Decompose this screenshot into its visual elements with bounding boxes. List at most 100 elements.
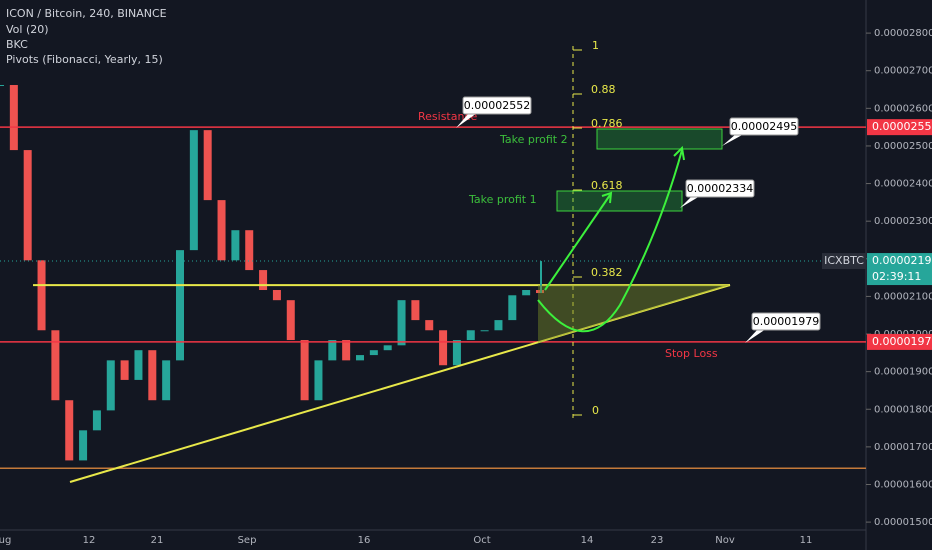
candle (148, 350, 157, 401)
candle (480, 330, 489, 332)
x-tick-label: Oct (473, 535, 490, 546)
tp1-box (556, 190, 683, 212)
callout-box (685, 179, 755, 198)
header-line: BKC (6, 38, 28, 51)
candle (397, 300, 406, 346)
fib-label: 0.382 (591, 266, 623, 279)
candle (425, 320, 434, 331)
callout-pointer (745, 329, 766, 343)
price-badge-label: 0.00002550 (872, 120, 932, 133)
candle (79, 430, 88, 461)
countdown: 02:39:11 (872, 270, 921, 283)
candle (494, 320, 503, 331)
x-tick-label: ug (0, 535, 11, 546)
label: Take profit 2 (499, 133, 568, 146)
candle (176, 250, 184, 361)
y-tick-label: 0.00001900 (874, 367, 932, 378)
y-tick-label: 0.00001500 (874, 517, 932, 528)
arrow-head (673, 145, 685, 161)
y-tick-label: 0.00002100 (874, 291, 932, 302)
x-tick-label: 12 (83, 535, 96, 546)
callout-label: 0.00002334 (687, 182, 753, 195)
label: Take profit 1 (468, 193, 537, 206)
arrow-head (601, 191, 613, 204)
candle (272, 290, 281, 301)
fib-label: 0.88 (591, 83, 616, 96)
candle (508, 295, 517, 321)
candle (203, 130, 212, 201)
callout-label: 0.00002552 (464, 99, 530, 112)
candle (120, 360, 129, 380)
fib-label: 0.786 (591, 117, 623, 130)
y-tick-label: 0.00001800 (874, 404, 932, 415)
y-tick-label: 0.00002500 (874, 141, 932, 152)
x-tick-label: 14 (581, 535, 594, 546)
trendline (69, 284, 731, 483)
candle (300, 340, 309, 401)
candle (314, 360, 323, 401)
candle (134, 350, 143, 380)
candle (259, 270, 268, 291)
callout-pointer (680, 196, 700, 208)
y-tick-label: 0.00001600 (874, 479, 932, 490)
arrow-line (544, 194, 611, 291)
y-tick-label: 0.00002600 (874, 103, 932, 114)
fib-label: 1 (592, 39, 599, 52)
header-line: Pivots (Fibonacci, Yearly, 15) (6, 53, 163, 66)
callout-box (462, 96, 532, 115)
candle (342, 340, 351, 361)
candle (51, 330, 60, 401)
callout-label: 0.00001979 (753, 315, 819, 328)
triangle (538, 285, 730, 343)
callout-label: 0.00002495 (731, 120, 797, 133)
price-badge-label: 0.00002194 (872, 254, 932, 267)
y-tick-label: 0.00001700 (874, 442, 932, 453)
candle (65, 400, 74, 461)
drawings: Resistance Take profit 2 Take profit 1 S… (69, 46, 731, 483)
y-tick-label: 0.00002300 (874, 216, 932, 227)
callout-pointer (722, 134, 744, 146)
candle (37, 260, 46, 331)
price-badge (867, 333, 932, 350)
header-line: ICON / Bitcoin, 240, BINANCE (6, 7, 167, 20)
callout-box (751, 312, 821, 331)
x-tick-label: Sep (238, 535, 257, 546)
x-tick-label: Nov (715, 535, 735, 546)
tp2-box (596, 128, 723, 150)
candle (9, 85, 18, 151)
candle (383, 345, 392, 351)
price-badge (867, 119, 932, 136)
label: Resistance (418, 110, 478, 123)
symbol-label: ICXBTC (824, 254, 864, 267)
candle (245, 230, 254, 271)
candle (23, 150, 32, 261)
price-badge-label: 0.00001979 (872, 335, 932, 348)
candle (328, 340, 337, 361)
callout-pointer (456, 113, 477, 128)
y-tick-label: 0.00002400 (874, 179, 932, 190)
candle (92, 410, 101, 431)
candle (369, 350, 378, 356)
candle (106, 360, 115, 411)
x-tick-label: 23 (651, 535, 664, 546)
candle (356, 355, 364, 361)
y-tick-label: 0.00002700 (874, 66, 932, 77)
candle (522, 290, 531, 296)
candle (0, 85, 4, 87)
callout-box (729, 117, 799, 136)
candle (217, 200, 226, 261)
candle (411, 300, 420, 321)
candle (231, 230, 240, 261)
candle (439, 330, 448, 366)
fib-label: 0 (592, 404, 599, 417)
symbol-badge (822, 253, 866, 270)
candle (452, 340, 461, 366)
candle (162, 360, 171, 401)
candle (286, 300, 295, 341)
x-tick-label: 21 (151, 535, 164, 546)
candle (466, 330, 475, 341)
label: Stop Loss (665, 347, 718, 360)
price-badge (867, 253, 932, 286)
